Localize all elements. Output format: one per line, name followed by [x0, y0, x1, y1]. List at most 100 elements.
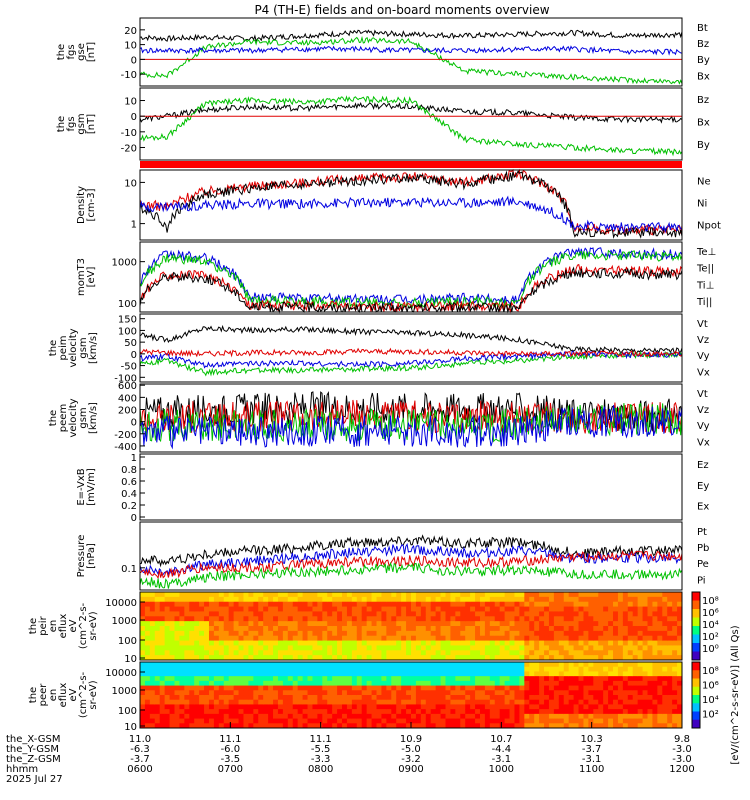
spectrogram-cell [627, 685, 634, 691]
spectrogram-cell [425, 645, 432, 651]
spectrogram-cell [435, 592, 442, 598]
spectrogram-cell [475, 650, 481, 656]
spectrogram-cell [529, 699, 535, 705]
spectrogram-cell [268, 621, 274, 627]
spectrogram-cell [253, 695, 259, 701]
spectrogram-cell [622, 616, 629, 622]
spectrogram-cell [351, 699, 358, 705]
spectrogram-cell [213, 630, 220, 637]
spectrogram-cell [479, 650, 486, 656]
spectrogram-cell [558, 676, 565, 682]
spectrogram-cell [233, 709, 240, 715]
spectrogram-cell [534, 680, 540, 687]
spectrogram-cell [273, 655, 279, 661]
spectrogram-cell [445, 704, 451, 710]
spectrogram-cell [632, 621, 639, 627]
colorbar-cell [692, 719, 700, 729]
spectrogram-cell [174, 601, 180, 608]
spectrogram-cell [613, 635, 619, 642]
spectrogram-cell [312, 713, 318, 720]
spectrogram-cell [672, 723, 678, 729]
spectrogram-cell [312, 718, 318, 724]
spectrogram-cell [460, 704, 466, 710]
spectrogram-cell [322, 630, 328, 637]
spectrogram-cell [248, 621, 254, 627]
spectrogram-cell [598, 645, 604, 651]
spectrogram-cell [243, 709, 249, 715]
spectrogram-cell [445, 611, 451, 617]
y-tick-label: 10 [124, 97, 137, 108]
spectrogram-cell [327, 690, 333, 696]
spectrogram-cell [292, 685, 299, 691]
spectrogram-cell [420, 645, 427, 651]
spectrogram-cell [647, 606, 653, 612]
spectrogram-cell [637, 630, 644, 637]
spectrogram-cell [583, 685, 589, 691]
x-tick-label: 0900 [398, 764, 423, 775]
colorbar-cell [692, 703, 700, 712]
spectrogram-cell [204, 723, 210, 729]
legend-Vx: Vx [697, 367, 710, 378]
spectrogram-cell [268, 685, 274, 691]
spectrogram-cell [406, 630, 412, 637]
spectrogram-cell [164, 718, 171, 724]
spectrogram-cell [223, 713, 230, 720]
spectrogram-cell [504, 655, 511, 661]
spectrogram-cell [534, 709, 540, 715]
spectrogram-cell [514, 666, 520, 672]
spectrogram-cell [450, 662, 456, 668]
spectrogram-cell [322, 626, 328, 632]
colorbar-cell [692, 678, 700, 688]
spectrogram-cell [238, 690, 244, 696]
spectrogram-cell [553, 621, 560, 627]
spectrogram-cell [430, 655, 437, 661]
spectrogram-cell [652, 635, 658, 642]
spectrogram-cell [460, 626, 466, 632]
y-tick-label: 0.4 [121, 489, 137, 500]
spectrogram-cell [346, 685, 353, 691]
spectrogram-cell [337, 601, 343, 608]
spectrogram-cell [381, 616, 387, 622]
spectrogram-cell [435, 671, 442, 677]
spectrogram-cell [632, 645, 639, 651]
spectrogram-cell [189, 704, 195, 710]
spectrogram-cell [376, 592, 382, 598]
spectrogram-cell [504, 671, 511, 677]
spectrogram-cell [366, 606, 373, 612]
spectrogram-cell [342, 611, 348, 617]
spectrogram-cell [327, 676, 333, 682]
spectrogram-cell [159, 655, 166, 661]
spectrogram-cell [450, 601, 456, 608]
spectrogram-cell [287, 709, 294, 715]
spectrogram-cell [307, 662, 313, 668]
spectrogram-cell [253, 645, 259, 651]
spectrogram-cell [460, 676, 466, 682]
spectrogram-cell [248, 640, 254, 646]
spectrogram-cell [218, 630, 225, 637]
spectrogram-cell [455, 671, 461, 677]
spectrogram-cell [411, 626, 417, 632]
spectrogram-cell [233, 601, 240, 608]
spectrogram-cell [479, 645, 486, 651]
spectrogram-cell [277, 616, 284, 622]
spectrogram-cell [573, 601, 580, 608]
spectrogram-cell [489, 626, 496, 632]
spectrogram-cell [204, 699, 210, 705]
spectrogram-cell [588, 671, 594, 677]
spectrogram-cell [371, 630, 378, 637]
spectrogram-cell [637, 723, 644, 729]
spectrogram-cell [144, 690, 151, 696]
spectrogram-cell [425, 695, 432, 701]
spectrogram-cell [223, 723, 230, 729]
spectrogram-cell [327, 666, 333, 672]
spectrogram-cell [420, 676, 427, 682]
spectrogram-cell [544, 626, 550, 632]
spectrogram-cell [499, 713, 506, 720]
y-axis-label-line: gse [76, 43, 87, 61]
spectrogram-cell [425, 685, 432, 691]
spectrogram-cell [652, 690, 658, 696]
spectrogram-cell [460, 650, 466, 656]
spectrogram-cell [603, 666, 609, 672]
spectrogram-cell [208, 704, 215, 710]
spectrogram-cell [578, 592, 584, 598]
